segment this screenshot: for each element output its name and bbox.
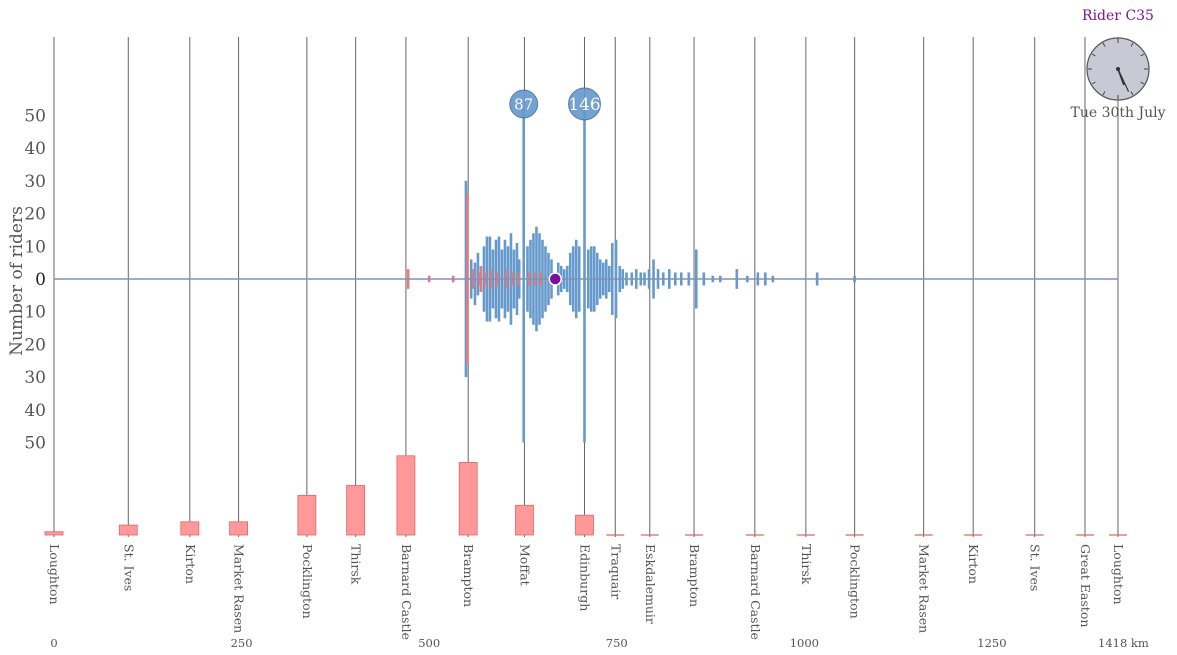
clock-date-label: Tue 30th July	[1070, 105, 1165, 121]
count-bubbles: 87 146	[509, 87, 601, 121]
control-label: Great Easton	[1078, 544, 1093, 627]
x-tick-label: 1250	[977, 636, 1006, 650]
control-labels: Loughton St. Ives Kirton Market Rasen Pockli…	[47, 544, 1126, 640]
y-tick-label: 50	[24, 107, 46, 127]
y-tick-label: 0	[35, 270, 46, 290]
clock-tick	[1140, 53, 1145, 57]
control-bar	[44, 531, 64, 536]
y-tick-label: 10	[24, 237, 46, 257]
x-tick-label: 0	[50, 636, 57, 650]
control-bar	[229, 521, 248, 536]
y-tick-label: 50	[24, 434, 46, 454]
distribution-spike	[583, 105, 586, 443]
control-label: Brampton	[461, 544, 476, 607]
control-label: Pocklington	[848, 544, 863, 619]
control-lines	[53, 37, 1119, 537]
clock-tick	[1140, 81, 1145, 85]
rider-label[interactable]: Rider C35	[1082, 8, 1154, 24]
control-label: Moffat	[517, 544, 532, 586]
distribution-spike	[476, 252, 480, 296]
rider-distribution	[406, 105, 856, 443]
clock-ticks	[1088, 39, 1148, 99]
count-bubble	[509, 89, 539, 119]
control-label: Thirsk	[349, 544, 364, 585]
control-label: Kirton	[183, 544, 198, 584]
x-axis-ticks: 0 250 500 750 1000 1250 1418 km	[50, 636, 1149, 650]
control-label: Traquair	[608, 544, 623, 599]
control-label: Loughton	[47, 544, 62, 605]
clock-tick	[1130, 91, 1134, 96]
clock-tick	[1091, 81, 1096, 85]
control-label: St. Ives	[121, 544, 136, 591]
distribution-spike	[522, 105, 526, 443]
control-label: Market Rasen	[917, 544, 932, 633]
control-label: Pocklington	[300, 544, 315, 619]
x-tick-label: 250	[231, 636, 253, 650]
control-bar	[346, 485, 366, 536]
clock-tick	[1130, 42, 1134, 47]
control-bar	[396, 455, 416, 536]
distribution-spike	[473, 262, 477, 306]
control-label: Brampton	[687, 544, 702, 607]
y-tick-label: 20	[24, 335, 46, 355]
count-bubble	[568, 87, 601, 121]
y-tick-label: 30	[24, 368, 46, 388]
y-tick-label: 30	[24, 172, 46, 192]
clock-widget: Tue 30th July	[1070, 37, 1166, 121]
control-label: Thirsk	[799, 544, 814, 585]
control-label: Loughton	[1111, 544, 1126, 605]
control-bar	[297, 494, 317, 536]
control-label: Edinburgh	[577, 544, 592, 611]
y-tick-label: 20	[24, 205, 46, 225]
control-label: St. Ives	[1028, 544, 1043, 591]
clock-tick	[1091, 53, 1096, 57]
x-tick-label: 1000	[790, 636, 819, 650]
rider-position-marker[interactable]	[548, 272, 562, 286]
y-axis-title: Number of riders	[7, 206, 27, 356]
control-label: Market Rasen	[232, 544, 247, 633]
control-label: Barnard Castle	[399, 544, 414, 640]
control-label: Kirton	[966, 544, 981, 584]
control-label: Eskdalemuir	[643, 544, 658, 624]
clock-center	[1116, 67, 1120, 71]
x-tick-label: 500	[418, 636, 440, 650]
clock-tick	[1102, 42, 1106, 47]
x-tick-label: 1418 km	[1098, 636, 1149, 650]
x-tick-label: 750	[606, 636, 628, 650]
clock-tick	[1102, 91, 1106, 96]
control-label: Barnard Castle	[748, 544, 763, 640]
control-bar	[575, 514, 594, 536]
y-tick-label: 10	[24, 303, 46, 323]
y-axis: 50 40 30 20 10 0 10 20 30 40 50	[24, 107, 46, 454]
control-bar	[180, 521, 200, 536]
control-bar	[515, 504, 534, 536]
control-bar	[458, 461, 478, 536]
control-bar	[118, 524, 138, 536]
count-bubble-label: 146	[568, 95, 600, 115]
count-bubble-label: 87	[514, 95, 533, 113]
y-tick-label: 40	[24, 401, 46, 421]
control-bars	[44, 455, 1127, 536]
y-tick-label: 40	[24, 139, 46, 159]
clock-minute-hand	[1117, 68, 1130, 92]
